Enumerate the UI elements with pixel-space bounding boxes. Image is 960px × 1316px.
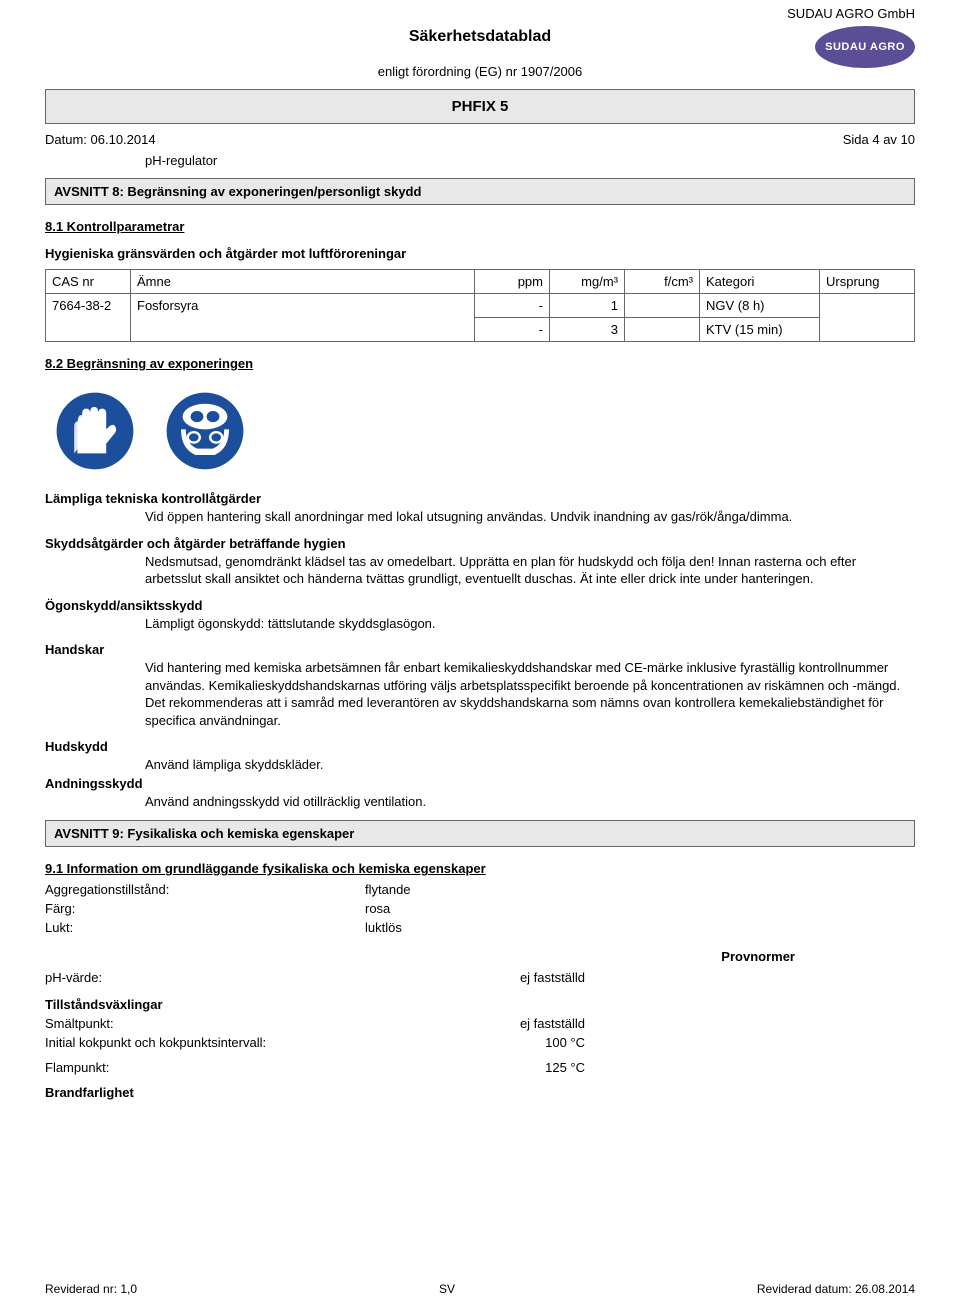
hud-label: Hudskydd [45,739,915,754]
tillstand-label: Tillståndsväxlingar [45,997,915,1012]
andning-label: Andningsskydd [45,776,915,791]
prop-value: ej fastställd [365,1016,645,1031]
footer-right: Reviderad datum: 26.08.2014 [757,1282,915,1296]
limits-table-caption: Hygieniska gränsvärden och åtgärder mot … [45,246,915,261]
prop-label: Lukt: [45,920,365,935]
company-logo: SUDAU AGRO [815,26,915,68]
prop-label: Smältpunkt: [45,1016,365,1031]
subsection-8-1: 8.1 Kontrollparametrar [45,219,915,234]
doc-subtitle: enligt förordning (EG) nr 1907/2006 [45,64,915,79]
tekniska-label: Lämpliga tekniska kontrollåtgärder [45,491,915,506]
cell-amne: Fosforsyra [131,294,475,342]
company-name: SUDAU AGRO GmbH [787,6,915,21]
hygien-text: Nedsmutsad, genomdränkt klädsel tas av o… [45,553,915,588]
goggles-icon [165,391,245,471]
col-amne: Ämne [131,270,475,294]
cell-cas: 7664-38-2 [46,294,131,342]
product-name: PHFIX 5 [45,89,915,124]
prop-label: Färg: [45,901,365,916]
prop-value: luktlös [365,920,565,935]
prop-value: flytande [365,882,565,897]
date-label: Datum: 06.10.2014 [45,132,156,147]
brand-label: Brandfarlighet [45,1085,915,1100]
logo-oval: SUDAU AGRO [815,26,915,68]
cell-mgm3: 1 [550,294,625,318]
table-row: 7664-38-2 Fosforsyra - 1 NGV (8 h) [46,294,915,318]
subsection-8-2: 8.2 Begränsning av exponeringen [45,356,915,371]
page-label: Sida 4 av 10 [843,132,915,147]
andning-text: Använd andningsskydd vid otillräcklig ve… [45,793,915,811]
provnormer-label: Provnormer [45,949,915,964]
handskar-text: Vid hantering med kemiska arbetsämnen få… [45,659,915,729]
cell-ursprung [820,294,915,342]
cell-fcm3 [625,318,700,342]
col-kategori: Kategori [700,270,820,294]
hud-text: Använd lämpliga skyddskläder. [45,756,915,774]
ogon-text: Lämpligt ögonskydd: tättslutande skyddsg… [45,615,915,633]
section-9-header: AVSNITT 9: Fysikaliska och kemiska egens… [45,820,915,847]
prop-value: 125 °C [365,1060,645,1075]
prop-value: ej fastställd [365,970,645,985]
prop-label: Initial kokpunkt och kokpunktsintervall: [45,1035,365,1050]
col-ppm: ppm [475,270,550,294]
handskar-label: Handskar [45,642,915,657]
footer-left: Reviderad nr: 1,0 [45,1282,137,1296]
hygien-label: Skyddsåtgärder och åtgärder beträffande … [45,536,915,551]
subsection-9-1: 9.1 Information om grundläggande fysikal… [45,861,915,876]
col-fcm3: f/cm³ [625,270,700,294]
cell-kategori: NGV (8 h) [700,294,820,318]
prop-value: rosa [365,901,565,916]
ogon-label: Ögonskydd/ansiktsskydd [45,598,915,613]
doc-title: Säkerhetsdatablad [45,0,915,46]
cell-fcm3 [625,294,700,318]
ph-regulator-label: pH-regulator [45,153,915,168]
prop-label: Flampunkt: [45,1060,365,1075]
cell-mgm3: 3 [550,318,625,342]
prop-label: pH-värde: [45,970,365,985]
footer-center: SV [439,1282,455,1296]
col-ursprung: Ursprung [820,270,915,294]
prop-value: 100 °C [365,1035,645,1050]
section-8-header: AVSNITT 8: Begränsning av exponeringen/p… [45,178,915,205]
col-mgm3: mg/m³ [550,270,625,294]
cell-ppm: - [475,318,550,342]
limits-table: CAS nr Ämne ppm mg/m³ f/cm³ Kategori Urs… [45,269,915,342]
prop-label: Aggregationstillstånd: [45,882,365,897]
cell-ppm: - [475,294,550,318]
gloves-icon [55,391,135,471]
footer: Reviderad nr: 1,0 SV Reviderad datum: 26… [45,1282,915,1296]
cell-kategori: KTV (15 min) [700,318,820,342]
tekniska-text: Vid öppen hantering skall anordningar me… [45,508,915,526]
col-cas: CAS nr [46,270,131,294]
